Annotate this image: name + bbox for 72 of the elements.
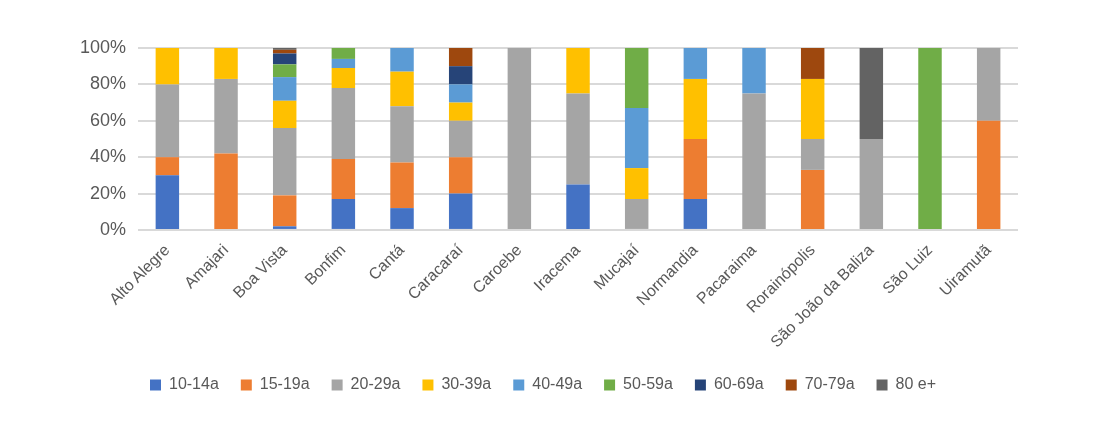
legend-label: 80 e+ xyxy=(895,375,937,393)
bar xyxy=(624,48,649,109)
y-tick-label: 80% xyxy=(90,73,127,94)
bar xyxy=(272,128,297,196)
bar xyxy=(448,157,473,194)
bar xyxy=(448,193,473,229)
bar xyxy=(566,93,590,185)
bar xyxy=(918,48,942,229)
bar xyxy=(155,157,180,176)
bar xyxy=(390,48,414,72)
bar xyxy=(331,68,356,89)
legend-label: 60-69a xyxy=(713,375,764,393)
bar xyxy=(800,138,825,170)
bar xyxy=(566,184,590,229)
bar xyxy=(272,195,297,227)
bar xyxy=(976,48,1001,121)
bar xyxy=(742,93,766,229)
bar xyxy=(683,78,708,139)
bar xyxy=(214,48,238,79)
bar xyxy=(214,78,238,154)
bar xyxy=(331,88,356,159)
legend-label: 30-39a xyxy=(441,375,492,393)
legend-label: 40-49a xyxy=(532,375,583,393)
bar xyxy=(566,48,590,94)
y-tick-label: 20% xyxy=(90,182,127,203)
bar xyxy=(742,48,766,94)
y-tick-label: 40% xyxy=(90,146,127,167)
bar xyxy=(331,58,356,69)
bar xyxy=(331,158,356,199)
y-tick-label: 60% xyxy=(90,109,127,130)
bar xyxy=(331,199,356,229)
bar xyxy=(155,175,180,229)
bar xyxy=(272,100,297,129)
bar xyxy=(683,199,708,229)
bar xyxy=(624,199,649,229)
bar xyxy=(331,48,356,59)
legend-label: 70-79a xyxy=(804,375,855,393)
x-tick-label: São Luiz xyxy=(879,240,936,297)
bar xyxy=(800,169,825,229)
legend-label: 20-29a xyxy=(350,375,401,393)
bar xyxy=(272,226,297,229)
bar xyxy=(390,208,414,229)
bar xyxy=(272,77,297,101)
y-tick-label: 100% xyxy=(79,36,127,57)
bar xyxy=(390,71,414,107)
bar xyxy=(272,64,297,78)
bar xyxy=(859,138,884,229)
bar xyxy=(976,120,1001,229)
bar xyxy=(683,48,708,79)
legend-label: 10-14a xyxy=(168,375,219,393)
bar xyxy=(448,102,473,121)
bar xyxy=(624,168,649,199)
bar xyxy=(859,48,884,139)
bar xyxy=(624,108,649,169)
bar xyxy=(448,120,473,158)
bar xyxy=(155,84,180,158)
bar xyxy=(683,138,708,199)
x-tick-label: Boa Vista xyxy=(229,240,290,302)
bar xyxy=(390,106,414,163)
bar xyxy=(448,84,473,103)
bar xyxy=(214,153,238,229)
bar xyxy=(155,48,180,85)
bar xyxy=(448,48,473,67)
bar xyxy=(390,162,414,209)
bar xyxy=(800,78,825,139)
legend-label: 50-59a xyxy=(623,375,673,393)
legend-label: 15-19a xyxy=(259,375,310,393)
bar xyxy=(448,66,473,85)
bar xyxy=(800,48,825,79)
bar xyxy=(507,48,532,229)
bar xyxy=(272,53,297,65)
y-tick-label: 0% xyxy=(100,218,127,239)
